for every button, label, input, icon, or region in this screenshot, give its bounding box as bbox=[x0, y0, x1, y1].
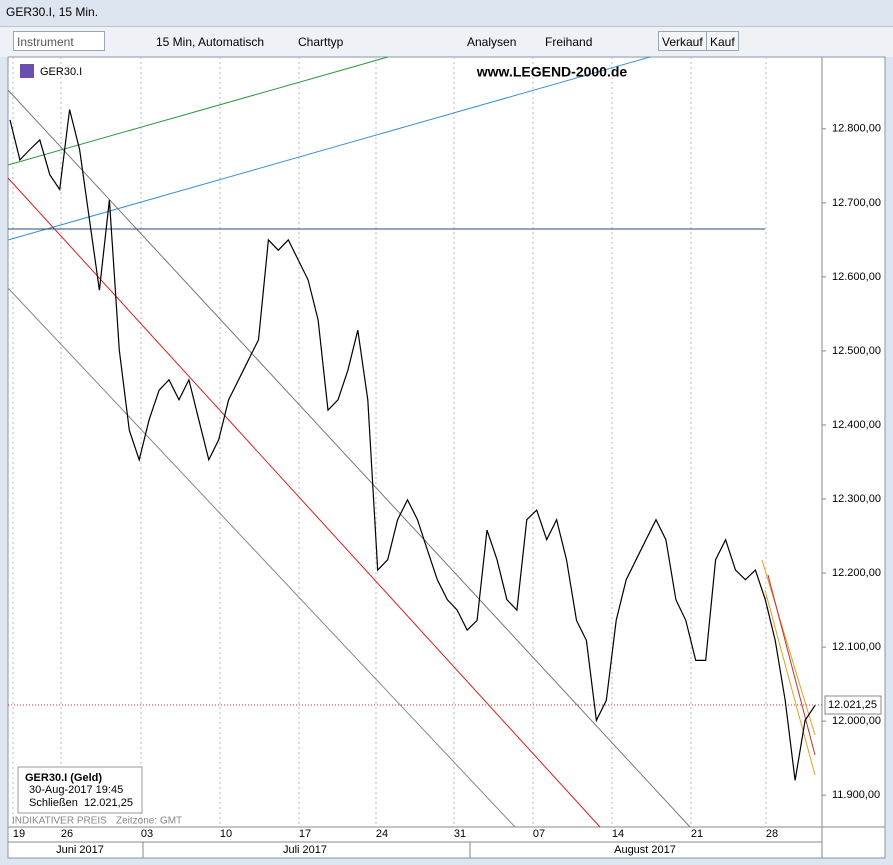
info-close-name: Schließen bbox=[29, 797, 78, 809]
x-tick-label: 19 bbox=[13, 828, 25, 840]
watermark: www.LEGEND-2000.de bbox=[476, 64, 628, 80]
y-tick-label: 12.100,00 bbox=[832, 641, 881, 653]
sell-button[interactable]: Verkauf bbox=[658, 31, 707, 51]
x-tick-label: 26 bbox=[61, 828, 73, 840]
trend-line bbox=[767, 574, 816, 756]
y-tick-label: 12.800,00 bbox=[832, 123, 881, 135]
x-tick-label: 10 bbox=[220, 828, 232, 840]
x-tick-label: 07 bbox=[533, 828, 545, 840]
month-label: Juli 2017 bbox=[283, 844, 327, 856]
price-line bbox=[9, 109, 816, 781]
y-tick-label: 12.600,00 bbox=[832, 271, 881, 283]
buy-button[interactable]: Kauf bbox=[706, 31, 739, 51]
x-tick-label: 21 bbox=[691, 828, 703, 840]
interval-menu[interactable]: 15 Min, Automatisch bbox=[156, 35, 265, 49]
x-tick-label: 03 bbox=[141, 828, 153, 840]
x-tick-label: 14 bbox=[612, 828, 624, 840]
info-time: 30-Aug-2017 19:45 bbox=[29, 784, 123, 796]
symbol-icon bbox=[20, 64, 34, 78]
price-type: INDIKATIVER PREIS bbox=[12, 816, 107, 827]
trend-line bbox=[7, 177, 601, 828]
trend-line bbox=[7, 56, 651, 241]
y-tick-label: 12.000,00 bbox=[832, 715, 881, 727]
analyses-menu[interactable]: Analysen bbox=[467, 35, 517, 49]
chart-area bbox=[7, 56, 886, 859]
trend-line bbox=[7, 56, 389, 166]
y-tick-label: 12.300,00 bbox=[832, 493, 881, 505]
y-tick-label: 11.900,00 bbox=[832, 789, 880, 801]
y-tick-label: 12.700,00 bbox=[832, 197, 881, 209]
month-label: August 2017 bbox=[614, 844, 676, 856]
y-tick-label: 12.400,00 bbox=[832, 419, 881, 431]
x-tick-label: 31 bbox=[454, 828, 466, 840]
toolbar bbox=[0, 26, 893, 57]
info-box bbox=[17, 766, 143, 814]
instrument-input[interactable]: Instrument bbox=[13, 31, 105, 51]
window-title: GER30.I, 15 Min. bbox=[6, 5, 99, 19]
info-title: GER30.I (Geld) bbox=[25, 772, 102, 784]
y-tick-label: 12.500,00 bbox=[832, 345, 881, 357]
trend-line bbox=[764, 589, 816, 776]
x-tick-label: 28 bbox=[766, 828, 778, 840]
trend-line bbox=[7, 287, 516, 828]
month-label: Juni 2017 bbox=[56, 844, 104, 856]
last-price-box bbox=[824, 695, 882, 715]
trend-line bbox=[761, 559, 816, 736]
last-price-label: 12.021,25 bbox=[828, 699, 877, 711]
x-tick-label: 17 bbox=[299, 828, 311, 840]
info-close-value: 12.021,25 bbox=[84, 797, 133, 809]
charttype-menu[interactable]: Charttyp bbox=[298, 35, 344, 49]
trend-line bbox=[7, 89, 691, 828]
x-tick-label: 24 bbox=[376, 828, 388, 840]
freehand-menu[interactable]: Freihand bbox=[545, 35, 593, 49]
legend-entry: GER30.I bbox=[40, 66, 82, 78]
y-tick-label: 12.200,00 bbox=[832, 567, 881, 579]
timezone: Zeitzone: GMT bbox=[116, 816, 182, 827]
